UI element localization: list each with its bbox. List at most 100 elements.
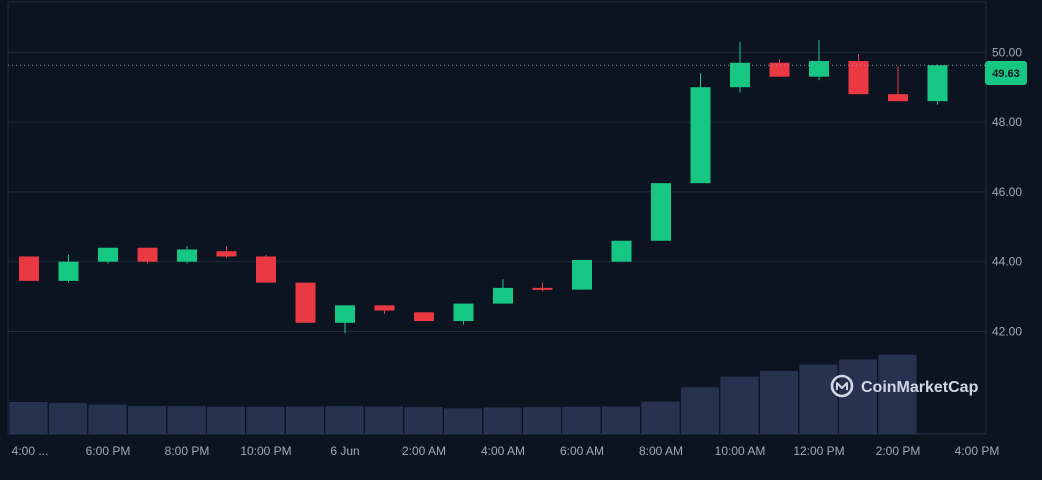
volume-bar (365, 406, 403, 434)
x-tick-label: 10:00 AM (715, 444, 766, 458)
volume-bar (325, 406, 364, 434)
x-tick-label: 4:00 ... (12, 444, 49, 458)
volume-bar (681, 387, 719, 434)
volume-bar (641, 401, 680, 434)
candle (651, 183, 671, 241)
volume-bar (49, 402, 87, 434)
candle (730, 41, 750, 93)
volume-bar (444, 408, 482, 434)
candle (414, 312, 434, 322)
candle-body (493, 287, 513, 304)
volume-bar (9, 402, 48, 434)
y-tick-label: 42.00 (992, 325, 1022, 339)
candle-layer (19, 40, 948, 334)
y-tick-label: 44.00 (992, 255, 1022, 269)
x-tick-label: 2:00 AM (402, 444, 446, 458)
candle-body (769, 62, 790, 77)
candle-body (730, 62, 750, 88)
candle-body (414, 312, 434, 322)
candle-body (256, 256, 276, 283)
x-tick-label: 6:00 AM (560, 444, 604, 458)
x-axis: 4:00 ... 6:00 PM 8:00 PM 10:00 PM 6 Jun 2:00 … (12, 444, 1000, 458)
candle-body (295, 282, 316, 323)
candle (58, 254, 79, 283)
x-tick-label: 2:00 PM (876, 444, 921, 458)
candle-body (690, 87, 711, 184)
volume-bar (88, 404, 127, 434)
volume-bar (799, 364, 838, 434)
volume-bar (128, 406, 166, 434)
volume-bar (760, 370, 798, 434)
candle (177, 245, 197, 264)
candle (572, 259, 592, 290)
watermark: CoinMarketCap (830, 374, 979, 398)
current-price-label: 49.63 (992, 68, 1020, 80)
volume-bar (404, 407, 443, 434)
candle-body (611, 240, 632, 262)
candle (453, 303, 474, 325)
candle-body (177, 249, 197, 262)
candle-body (19, 256, 39, 281)
candle (256, 254, 276, 283)
volume-bar (602, 406, 640, 434)
watermark-text: CoinMarketCap (861, 379, 979, 396)
candle (769, 59, 790, 77)
candle (19, 256, 39, 281)
candle-body (927, 65, 948, 102)
candle (927, 64, 948, 105)
candle (137, 247, 158, 264)
volume-bar (167, 406, 206, 434)
x-tick-label: 4:00 AM (481, 444, 525, 458)
candle (216, 245, 237, 259)
volume-bar (483, 407, 522, 434)
volume-bar (720, 376, 759, 434)
current-price-tag-bg (985, 61, 1027, 85)
candle-body (216, 251, 237, 257)
candle (690, 73, 711, 184)
candle (888, 66, 908, 102)
volume-bar (207, 406, 245, 434)
y-tick-label: 50.00 (992, 45, 1022, 59)
candle-body (888, 94, 908, 102)
y-tick-label: 46.00 (992, 185, 1022, 199)
candle-body (453, 303, 474, 322)
x-tick-label: 6:00 PM (86, 444, 131, 458)
candle (532, 282, 553, 292)
current-price-tag: 49.63 (985, 61, 1027, 85)
candle-body (335, 305, 355, 323)
volume-bar (246, 406, 285, 434)
candle (374, 305, 395, 315)
candle-body (58, 261, 79, 281)
candle-body (137, 247, 158, 262)
volume-bar (878, 354, 917, 434)
candle (295, 282, 316, 323)
candle-body (532, 287, 553, 290)
volume-bar (286, 406, 324, 434)
volume-bar (562, 406, 601, 434)
x-tick-label: 8:00 PM (165, 444, 210, 458)
candle-body (809, 61, 829, 77)
candle-body (98, 247, 118, 262)
candle (611, 240, 632, 262)
volume-bar (523, 407, 561, 434)
candle-body (572, 259, 592, 290)
candle (335, 305, 355, 334)
candle-body (848, 61, 869, 95)
volume-layer (9, 354, 917, 434)
candle-body (651, 183, 671, 241)
x-tick-label: 12:00 PM (793, 444, 844, 458)
candle (98, 247, 118, 264)
y-tick-label: 48.00 (992, 115, 1022, 129)
x-tick-label: 4:00 PM (955, 444, 1000, 458)
candle-body (374, 305, 395, 311)
candle (848, 54, 869, 95)
coinmarketcap-logo-icon (830, 374, 854, 398)
y-axis: 42.00 44.00 46.00 48.00 50.00 (992, 45, 1022, 338)
x-tick-label: 8:00 AM (639, 444, 683, 458)
x-tick-label: 6 Jun (330, 444, 359, 458)
candle (809, 40, 829, 81)
x-tick-label: 10:00 PM (240, 444, 291, 458)
candle (493, 279, 513, 304)
